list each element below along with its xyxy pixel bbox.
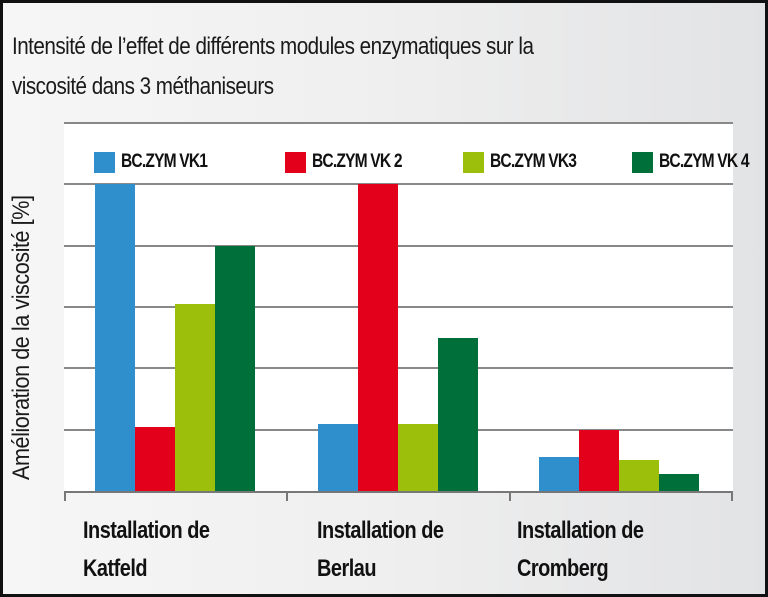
x-category-label-berlau: Installation de Berlau: [317, 517, 444, 582]
chart-title-line-2: viscosité dans 3 méthaniseurs: [12, 73, 274, 100]
plot-area: BC.ZYM VK1 BC.ZYM VK 2 BC.ZYM VK3 BC.ZYM VK…: [64, 122, 749, 501]
legend-label: BC.ZYM VK 2: [312, 151, 402, 172]
bar: [619, 460, 659, 491]
gridline: [64, 244, 733, 247]
legend-swatch: [94, 151, 115, 173]
x-category-label-cromberg: Installation de Cromberg: [517, 517, 644, 582]
x-category-label-katfeld: Installation de Katfeld: [83, 517, 210, 582]
x-axis-tick: [286, 491, 288, 501]
x-axis-tick: [731, 491, 733, 501]
legend-item: BC.ZYM VK3: [463, 148, 595, 176]
legend-item: BC.ZYM VK 2: [285, 148, 421, 176]
legend-label: BC.ZYM VK3: [490, 151, 577, 172]
legend-label: BC.ZYM VK 4: [659, 151, 749, 172]
x-axis-tick: [509, 491, 511, 501]
gridline: [64, 122, 733, 124]
chart-title-line-1: Intensité de l’effet de différents modul…: [12, 33, 534, 60]
bar: [358, 184, 398, 491]
legend-swatch: [632, 151, 653, 173]
x-axis-baseline: [64, 491, 733, 493]
legend-swatch: [463, 151, 484, 173]
y-axis-label: Amélioration de la viscosité [%]: [8, 195, 35, 480]
bar: [95, 184, 135, 491]
bar: [175, 303, 215, 491]
gridline: [64, 306, 733, 308]
bar: [318, 423, 358, 491]
gridline: [64, 367, 733, 370]
chart-title: Intensité de l’effet de différents modul…: [12, 27, 734, 107]
legend-swatch: [285, 151, 306, 173]
legend-item: BC.ZYM VK 4: [632, 148, 768, 176]
legend-item: BC.ZYM VK1: [94, 148, 226, 176]
gridline: [64, 183, 733, 186]
bar: [215, 245, 255, 491]
bar: [398, 423, 438, 491]
legend-label: BC.ZYM VK1: [121, 151, 208, 172]
bar: [438, 337, 478, 491]
bar: [659, 473, 699, 491]
bar: [135, 426, 175, 491]
bar: [579, 429, 619, 491]
bar: [539, 457, 579, 491]
x-axis-tick: [64, 491, 66, 501]
